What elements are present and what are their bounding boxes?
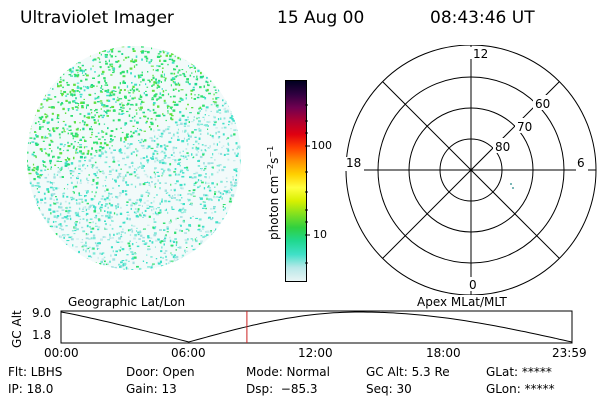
mlt-label-6: 6 xyxy=(577,156,585,170)
gc-alt-status: GC Alt: 5.3 Re xyxy=(366,365,450,379)
instrument-title: Ultraviolet Imager xyxy=(20,8,174,28)
mlt-label-0: 0 xyxy=(469,278,477,292)
x-tick-0600: 06:00 xyxy=(171,346,206,360)
x-tick-1800: 18:00 xyxy=(426,346,461,360)
color-scale-bar xyxy=(285,80,307,282)
polar-grid: 12 18 6 0 60 70 80 xyxy=(344,45,597,295)
filter-status: Flt: LBHS xyxy=(8,365,63,379)
gc-alt-axis-label: GC Alt xyxy=(10,310,24,348)
colorbar-tick-100: 100 xyxy=(311,139,332,152)
orbit-altitude-plot xyxy=(60,310,573,344)
seq-status: Seq: 30 xyxy=(366,382,412,396)
y-tick-bottom: 1.8 xyxy=(32,328,52,342)
lat-label-70: 70 xyxy=(517,120,532,134)
x-tick-0000: 00:00 xyxy=(44,346,79,360)
gain-status: Gain: 13 xyxy=(126,382,177,396)
altitude-curve xyxy=(60,311,573,343)
mode-status: Mode: Normal xyxy=(246,365,330,379)
mlt-label-12: 12 xyxy=(473,47,488,61)
glat-status: GLat: ***** xyxy=(486,365,552,379)
date-label: 15 Aug 00 xyxy=(277,8,365,28)
mlt-label-18: 18 xyxy=(346,156,361,170)
y-tick-top: 9.0 xyxy=(32,306,52,320)
color-scale-ticks xyxy=(305,104,310,264)
ip-status: IP: 18.0 xyxy=(8,382,54,396)
door-status: Door: Open xyxy=(126,365,195,379)
x-tick-2359: 23:59 xyxy=(552,346,587,360)
uv-image-disk xyxy=(27,46,241,270)
dsp-status: Dsp: −85.3 xyxy=(246,382,318,396)
glon-status: GLon: ***** xyxy=(486,382,555,396)
x-tick-1200: 12:00 xyxy=(298,346,333,360)
lat-label-60: 60 xyxy=(535,97,550,111)
lat-label-80: 80 xyxy=(495,140,510,154)
geographic-title: Geographic Lat/Lon xyxy=(68,295,186,309)
colorbar-unit-label: photon cm−2s−1 xyxy=(266,145,281,240)
colorbar-tick-10: 10 xyxy=(313,228,327,241)
time-label: 08:43:46 UT xyxy=(430,8,535,28)
apex-title: Apex MLat/MLT xyxy=(417,295,507,309)
